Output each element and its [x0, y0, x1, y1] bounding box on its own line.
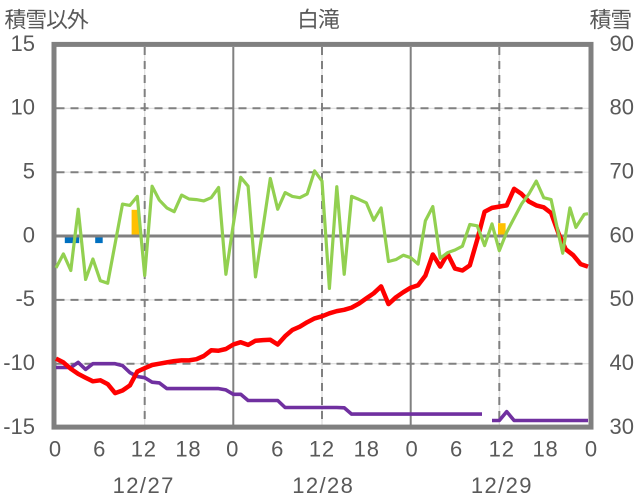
svg-text:18: 18 [532, 436, 558, 461]
svg-text:5: 5 [23, 159, 35, 184]
svg-text:12/29: 12/29 [471, 473, 533, 498]
svg-text:90: 90 [610, 31, 634, 56]
svg-text:18: 18 [175, 436, 201, 461]
svg-text:0: 0 [23, 222, 35, 247]
svg-text:18: 18 [354, 436, 380, 461]
svg-text:10: 10 [11, 95, 35, 120]
svg-text:60: 60 [610, 222, 634, 247]
svg-text:6: 6 [93, 436, 106, 461]
svg-text:50: 50 [610, 286, 634, 311]
svg-text:0: 0 [49, 436, 62, 461]
svg-text:-15: -15 [3, 414, 35, 439]
svg-text:12: 12 [309, 436, 335, 461]
svg-text:40: 40 [610, 350, 634, 375]
svg-text:12: 12 [131, 436, 157, 461]
svg-text:6: 6 [271, 436, 284, 461]
svg-text:12: 12 [489, 436, 515, 461]
svg-text:12/27: 12/27 [113, 473, 175, 498]
svg-text:80: 80 [610, 95, 634, 120]
svg-text:0: 0 [585, 436, 598, 461]
svg-text:6: 6 [450, 436, 463, 461]
svg-text:-10: -10 [3, 350, 35, 375]
svg-text:30: 30 [610, 414, 634, 439]
svg-text:-5: -5 [15, 286, 35, 311]
svg-text:0: 0 [226, 436, 239, 461]
svg-text:0: 0 [405, 436, 418, 461]
svg-text:12/28: 12/28 [292, 473, 354, 498]
svg-text:70: 70 [610, 159, 634, 184]
svg-text:15: 15 [11, 31, 35, 56]
